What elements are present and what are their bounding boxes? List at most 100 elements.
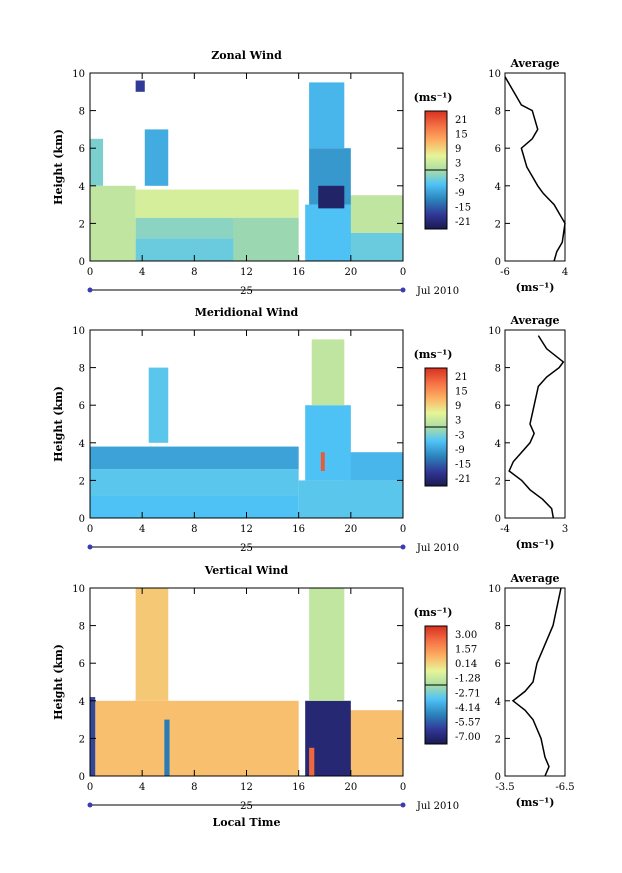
heatmap-cell	[90, 700, 299, 776]
heatmap-cell	[344, 710, 403, 776]
heatmap-cell	[90, 446, 299, 470]
colorbar-unit: (ms⁻¹)	[414, 348, 453, 361]
profile-title: Average	[509, 314, 559, 327]
heatmap-cell	[309, 747, 315, 776]
day-bar-end	[87, 544, 93, 550]
heatmap-cell	[233, 217, 299, 261]
y-tick-label: 6	[79, 144, 85, 155]
heatmap-cell	[305, 405, 351, 481]
profile-y-tick-label: 2	[495, 219, 501, 230]
heatmap-cell	[344, 232, 403, 261]
day-label: 25	[240, 286, 253, 297]
x-tick-label: 20	[344, 524, 357, 535]
x-tick-label: 12	[240, 267, 253, 278]
heatmap-cell	[135, 189, 299, 218]
heatmap-cell	[298, 480, 403, 518]
y-tick-label: 10	[72, 326, 85, 337]
x-axis-label: Local Time	[213, 816, 281, 829]
heatmap-cell	[90, 185, 136, 261]
colorbar-tick-label: -2.71	[455, 688, 481, 699]
heatmap-cell	[90, 138, 104, 186]
x-tick-label: 0	[400, 524, 406, 535]
profile-y-tick-label: 0	[495, 772, 501, 783]
colorbar-tick-label: -21	[455, 217, 471, 228]
y-tick-label: 2	[79, 476, 85, 487]
day-bar-end	[87, 287, 93, 293]
colorbar-tick-label: -3	[455, 430, 465, 441]
date-label: Jul 2010	[416, 286, 459, 297]
date-label: Jul 2010	[416, 543, 459, 554]
colorbar-tick-label: -21	[455, 474, 471, 485]
y-tick-label: 2	[79, 219, 85, 230]
y-tick-label: 8	[79, 622, 85, 633]
colorbar-tick-label: 21	[455, 372, 468, 383]
colorbar-tick-label: -15	[455, 459, 471, 470]
y-tick-label: 2	[79, 734, 85, 745]
profile-frame	[504, 72, 566, 262]
profile-line	[504, 76, 566, 262]
profile-y-tick-label: 4	[495, 182, 501, 193]
x-tick-label: 0	[87, 267, 93, 278]
heatmap-cell	[148, 367, 169, 443]
x-tick-label: 0	[87, 782, 93, 793]
x-tick-label: 0	[400, 267, 406, 278]
x-tick-label: 16	[292, 524, 305, 535]
x-tick-label: 20	[344, 782, 357, 793]
heatmap-cell	[90, 697, 96, 776]
profile-y-tick-label: 2	[495, 476, 501, 487]
y-tick-label: 6	[79, 401, 85, 412]
profile-unit: (ms⁻¹)	[516, 538, 555, 551]
heatmap-cell	[318, 185, 345, 209]
profile-x-tick-label: -6	[500, 267, 510, 278]
y-tick-label: 8	[79, 364, 85, 375]
x-tick-label: 20	[344, 267, 357, 278]
date-label: Jul 2010	[416, 801, 459, 812]
heatmap-cell	[135, 80, 145, 92]
colorbar-tick-label: -9	[455, 445, 465, 456]
profile-y-tick-label: 6	[495, 144, 501, 155]
heatmap-cell	[90, 469, 299, 496]
colorbar-tick-label: -4.14	[455, 703, 481, 714]
profile-x-tick-label: -3.5	[495, 782, 514, 793]
day-bar-end	[400, 287, 406, 293]
profile-y-tick-label: 0	[495, 514, 501, 525]
colorbar-tick-label: 1.57	[455, 645, 477, 656]
panel-title: Meridional Wind	[195, 306, 299, 319]
profile-y-tick-label: 0	[495, 257, 501, 268]
colorbar-tick-label: 0.14	[455, 659, 477, 670]
heatmap-cell	[135, 217, 234, 239]
y-tick-label: 0	[79, 514, 85, 525]
colorbar-tick-label: -9	[455, 188, 465, 199]
profile-frame	[504, 329, 566, 519]
heatmap-cell	[309, 82, 345, 149]
profile-y-tick-label: 6	[495, 659, 501, 670]
profile-x-tick-label: 3	[562, 524, 568, 535]
colorbar-tick-label: 9	[455, 401, 461, 412]
day-bar-end	[87, 802, 93, 808]
x-tick-label: 4	[139, 782, 145, 793]
y-axis-label: Height (km)	[52, 644, 65, 720]
profile-y-tick-label: 4	[495, 697, 501, 708]
heatmap-cell	[344, 195, 403, 233]
heatmap-cell	[305, 204, 351, 261]
x-tick-label: 16	[292, 267, 305, 278]
colorbar-tick-label: -3	[455, 173, 465, 184]
heatmap-cell	[135, 238, 234, 261]
colorbar-tick-label: 3	[455, 416, 461, 427]
x-tick-label: 4	[139, 524, 145, 535]
profile-x-tick-label: -6.5	[555, 782, 574, 793]
x-tick-label: 12	[240, 782, 253, 793]
colorbar-tick-label: 3.00	[455, 630, 477, 641]
colorbar-unit: (ms⁻¹)	[414, 91, 453, 104]
heatmap-cell	[344, 452, 403, 481]
profile-y-tick-label: 10	[488, 326, 501, 337]
y-tick-label: 0	[79, 257, 85, 268]
heatmap-cell	[309, 588, 345, 701]
colorbar-tick-label: -1.28	[455, 674, 481, 685]
colorbar-tick-label: -15	[455, 202, 471, 213]
y-tick-label: 6	[79, 659, 85, 670]
panel-title: Zonal Wind	[211, 49, 282, 62]
colorbar-unit: (ms⁻¹)	[414, 606, 453, 619]
heatmap-cell	[164, 719, 170, 776]
